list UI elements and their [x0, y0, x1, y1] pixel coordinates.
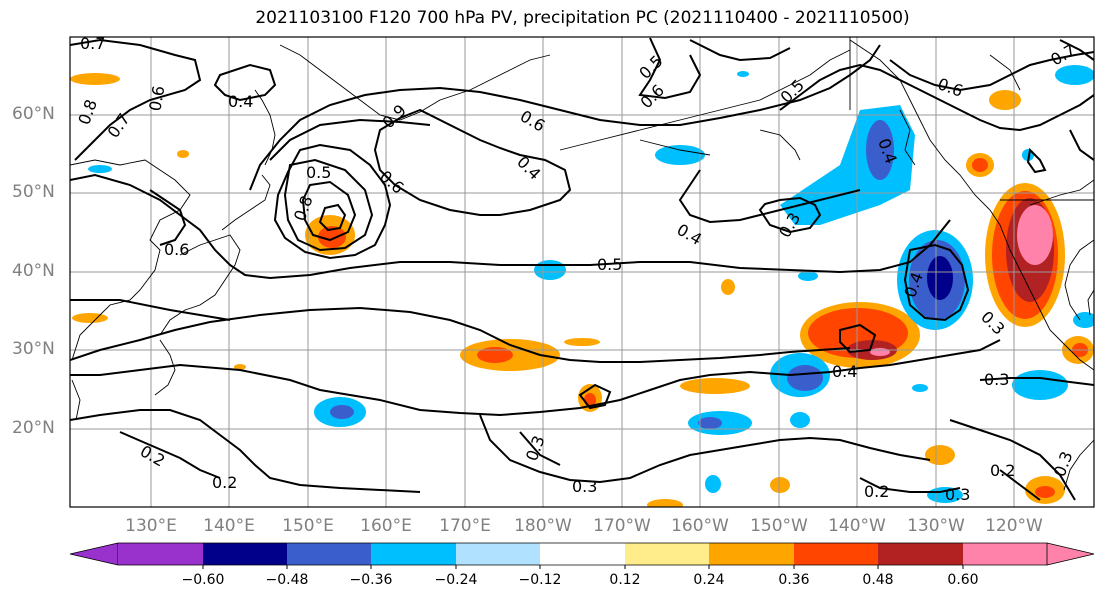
shade-negative	[790, 412, 810, 428]
shade-positive	[989, 90, 1021, 110]
colorbar-extend-max	[1046, 542, 1095, 566]
shade-positive	[972, 158, 988, 172]
contour-label: 0.3	[945, 485, 970, 504]
contour-label: 0.5	[597, 255, 622, 274]
lon-label: 130°W	[907, 516, 965, 536]
colorbar-extend-min	[69, 542, 119, 566]
colorbar-segment	[709, 543, 794, 565]
colorbar-segment	[456, 543, 540, 565]
shade-negative	[912, 384, 928, 392]
colorbar-segment	[118, 543, 203, 565]
contour-label: 0.4	[228, 92, 253, 111]
lon-label: 150°W	[750, 516, 808, 536]
shade-negative	[1073, 312, 1094, 328]
lat-label: 20°N	[12, 418, 55, 438]
shade-negative	[798, 271, 818, 281]
borders	[849, 37, 1094, 201]
shade-negative	[698, 417, 722, 429]
shade-positive	[721, 279, 735, 295]
lon-label: 130°E	[125, 516, 177, 536]
contour-label: 0.6	[164, 240, 189, 259]
lon-label: 160°W	[671, 516, 729, 536]
colorbar-segment	[371, 543, 456, 565]
shade-negative	[787, 365, 823, 391]
lon-label: 160°E	[360, 516, 412, 536]
shade-negative	[88, 165, 112, 173]
contour-label: 0.6	[145, 84, 168, 112]
shade-positive	[1035, 486, 1055, 498]
lon-label: 140°W	[828, 516, 886, 536]
shade-positive	[925, 445, 955, 465]
contour-label: 0.3	[572, 477, 597, 496]
colorbar-tick-label: 0.48	[862, 572, 894, 588]
lon-label: 150°E	[282, 516, 334, 536]
colorbar-tick-label: 0.60	[947, 572, 979, 588]
lon-label: 170°E	[439, 516, 491, 536]
colorbar-segment	[203, 543, 287, 565]
shade-negative	[927, 256, 953, 300]
contour-label: 0.4	[832, 362, 857, 381]
shade-positive	[647, 499, 683, 507]
shade-positive	[770, 477, 790, 493]
lat-label: 50°N	[12, 182, 55, 202]
shade-positive	[70, 73, 120, 85]
colorbar-segment	[540, 543, 625, 565]
colorbar-tick-label: 0.12	[609, 572, 641, 588]
colorbar-tick-label: −0.48	[265, 572, 309, 588]
shade-positive	[234, 364, 246, 370]
shade-negative	[1055, 65, 1094, 85]
contour-label: 0.2	[990, 461, 1015, 480]
shade-negative	[655, 145, 705, 165]
colorbar-tick-label: −0.24	[434, 572, 478, 588]
contour-label: 0.3	[984, 370, 1009, 389]
shade-positive	[318, 226, 346, 248]
shade-positive	[477, 347, 513, 363]
colorbar-tick-label: −0.60	[181, 572, 225, 588]
colorbar-segment	[963, 543, 1047, 565]
contour-label: 0.2	[212, 473, 237, 492]
lat-label: 40°N	[12, 261, 55, 281]
shade-positive	[680, 378, 750, 394]
shade-positive	[564, 338, 600, 346]
shade-negative	[705, 475, 721, 493]
shade-positive	[1017, 205, 1053, 265]
lon-label: 180°W	[514, 516, 572, 536]
contour-label: 0.2	[864, 482, 889, 501]
coastlines	[70, 39, 1094, 491]
colorbar-tick-label: 0.24	[693, 572, 725, 588]
colorbar-tick-label: 0.36	[778, 572, 810, 588]
colorbar-segment	[287, 543, 371, 565]
lon-label: 140°E	[203, 516, 255, 536]
lon-label: 120°W	[985, 516, 1043, 536]
shade-negative	[866, 120, 894, 180]
lat-label: 30°N	[12, 339, 55, 359]
contour-labels: 0.7 0.4 0.6 0.8 0.7 0.6 0.5 0.8 0.9 0.6 …	[74, 34, 1078, 504]
contour-label: 0.5	[306, 163, 331, 182]
shade-negative	[330, 405, 354, 419]
shade-negative	[737, 71, 749, 77]
colorbar-tick-label: −0.36	[349, 572, 393, 588]
lat-label: 60°N	[12, 104, 55, 124]
shade-positive	[177, 150, 189, 158]
map-title: 2021103100 F120 700 hPa PV, precipitatio…	[255, 8, 910, 28]
contour-label: 0.7	[80, 34, 105, 53]
colorbar-segment	[794, 543, 878, 565]
colorbar-tick-label: −0.12	[518, 572, 562, 588]
pv-contours	[70, 37, 1094, 501]
colorbar-segment	[878, 543, 963, 565]
colorbar-segment	[625, 543, 709, 565]
lon-label: 170°W	[593, 516, 651, 536]
